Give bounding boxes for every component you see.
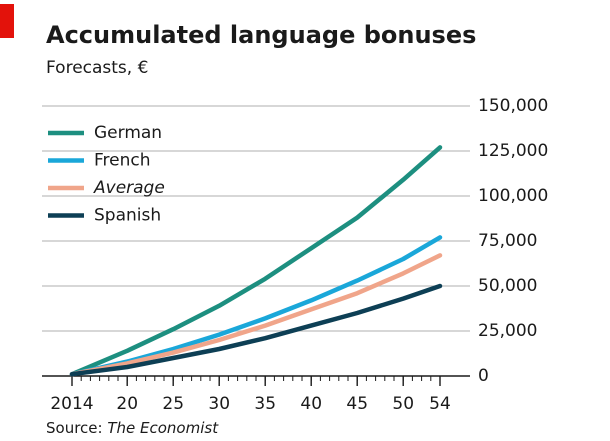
- x-tick-label: 54: [429, 394, 451, 414]
- source: Source: The Economist: [46, 419, 219, 437]
- chart-title: Accumulated language bonuses: [46, 21, 476, 49]
- x-tick-label: 2014: [50, 394, 93, 414]
- legend-label: Average: [93, 178, 165, 198]
- legend-label: Spanish: [94, 206, 161, 226]
- x-tick-label: 35: [254, 394, 276, 414]
- brand-tag: [0, 4, 14, 38]
- source-label: Source:: [46, 419, 103, 437]
- legend-label: German: [94, 123, 162, 143]
- series-line: [69, 253, 443, 377]
- x-tick-label: 20: [116, 394, 138, 414]
- source-name: The Economist: [107, 419, 219, 437]
- x-tick-label: 40: [300, 394, 322, 414]
- y-tick-label: 125,000: [478, 141, 548, 161]
- legend-label: French: [94, 151, 151, 171]
- series-line: [69, 283, 443, 377]
- x-tick-label: 50: [392, 394, 414, 414]
- series-line: [69, 235, 443, 377]
- x-tick-label: 30: [208, 394, 230, 414]
- y-tick-label: 150,000: [478, 96, 548, 116]
- y-tick-label: 75,000: [478, 231, 537, 251]
- chart-subtitle: Forecasts, €: [46, 58, 148, 78]
- series-line: [69, 145, 443, 377]
- y-tick-label: 25,000: [478, 321, 537, 341]
- x-tick-label: 25: [162, 394, 184, 414]
- y-tick-label: 50,000: [478, 276, 537, 296]
- x-tick-label: 45: [346, 394, 368, 414]
- y-tick-label: 0: [478, 366, 489, 386]
- y-tick-label: 100,000: [478, 186, 548, 206]
